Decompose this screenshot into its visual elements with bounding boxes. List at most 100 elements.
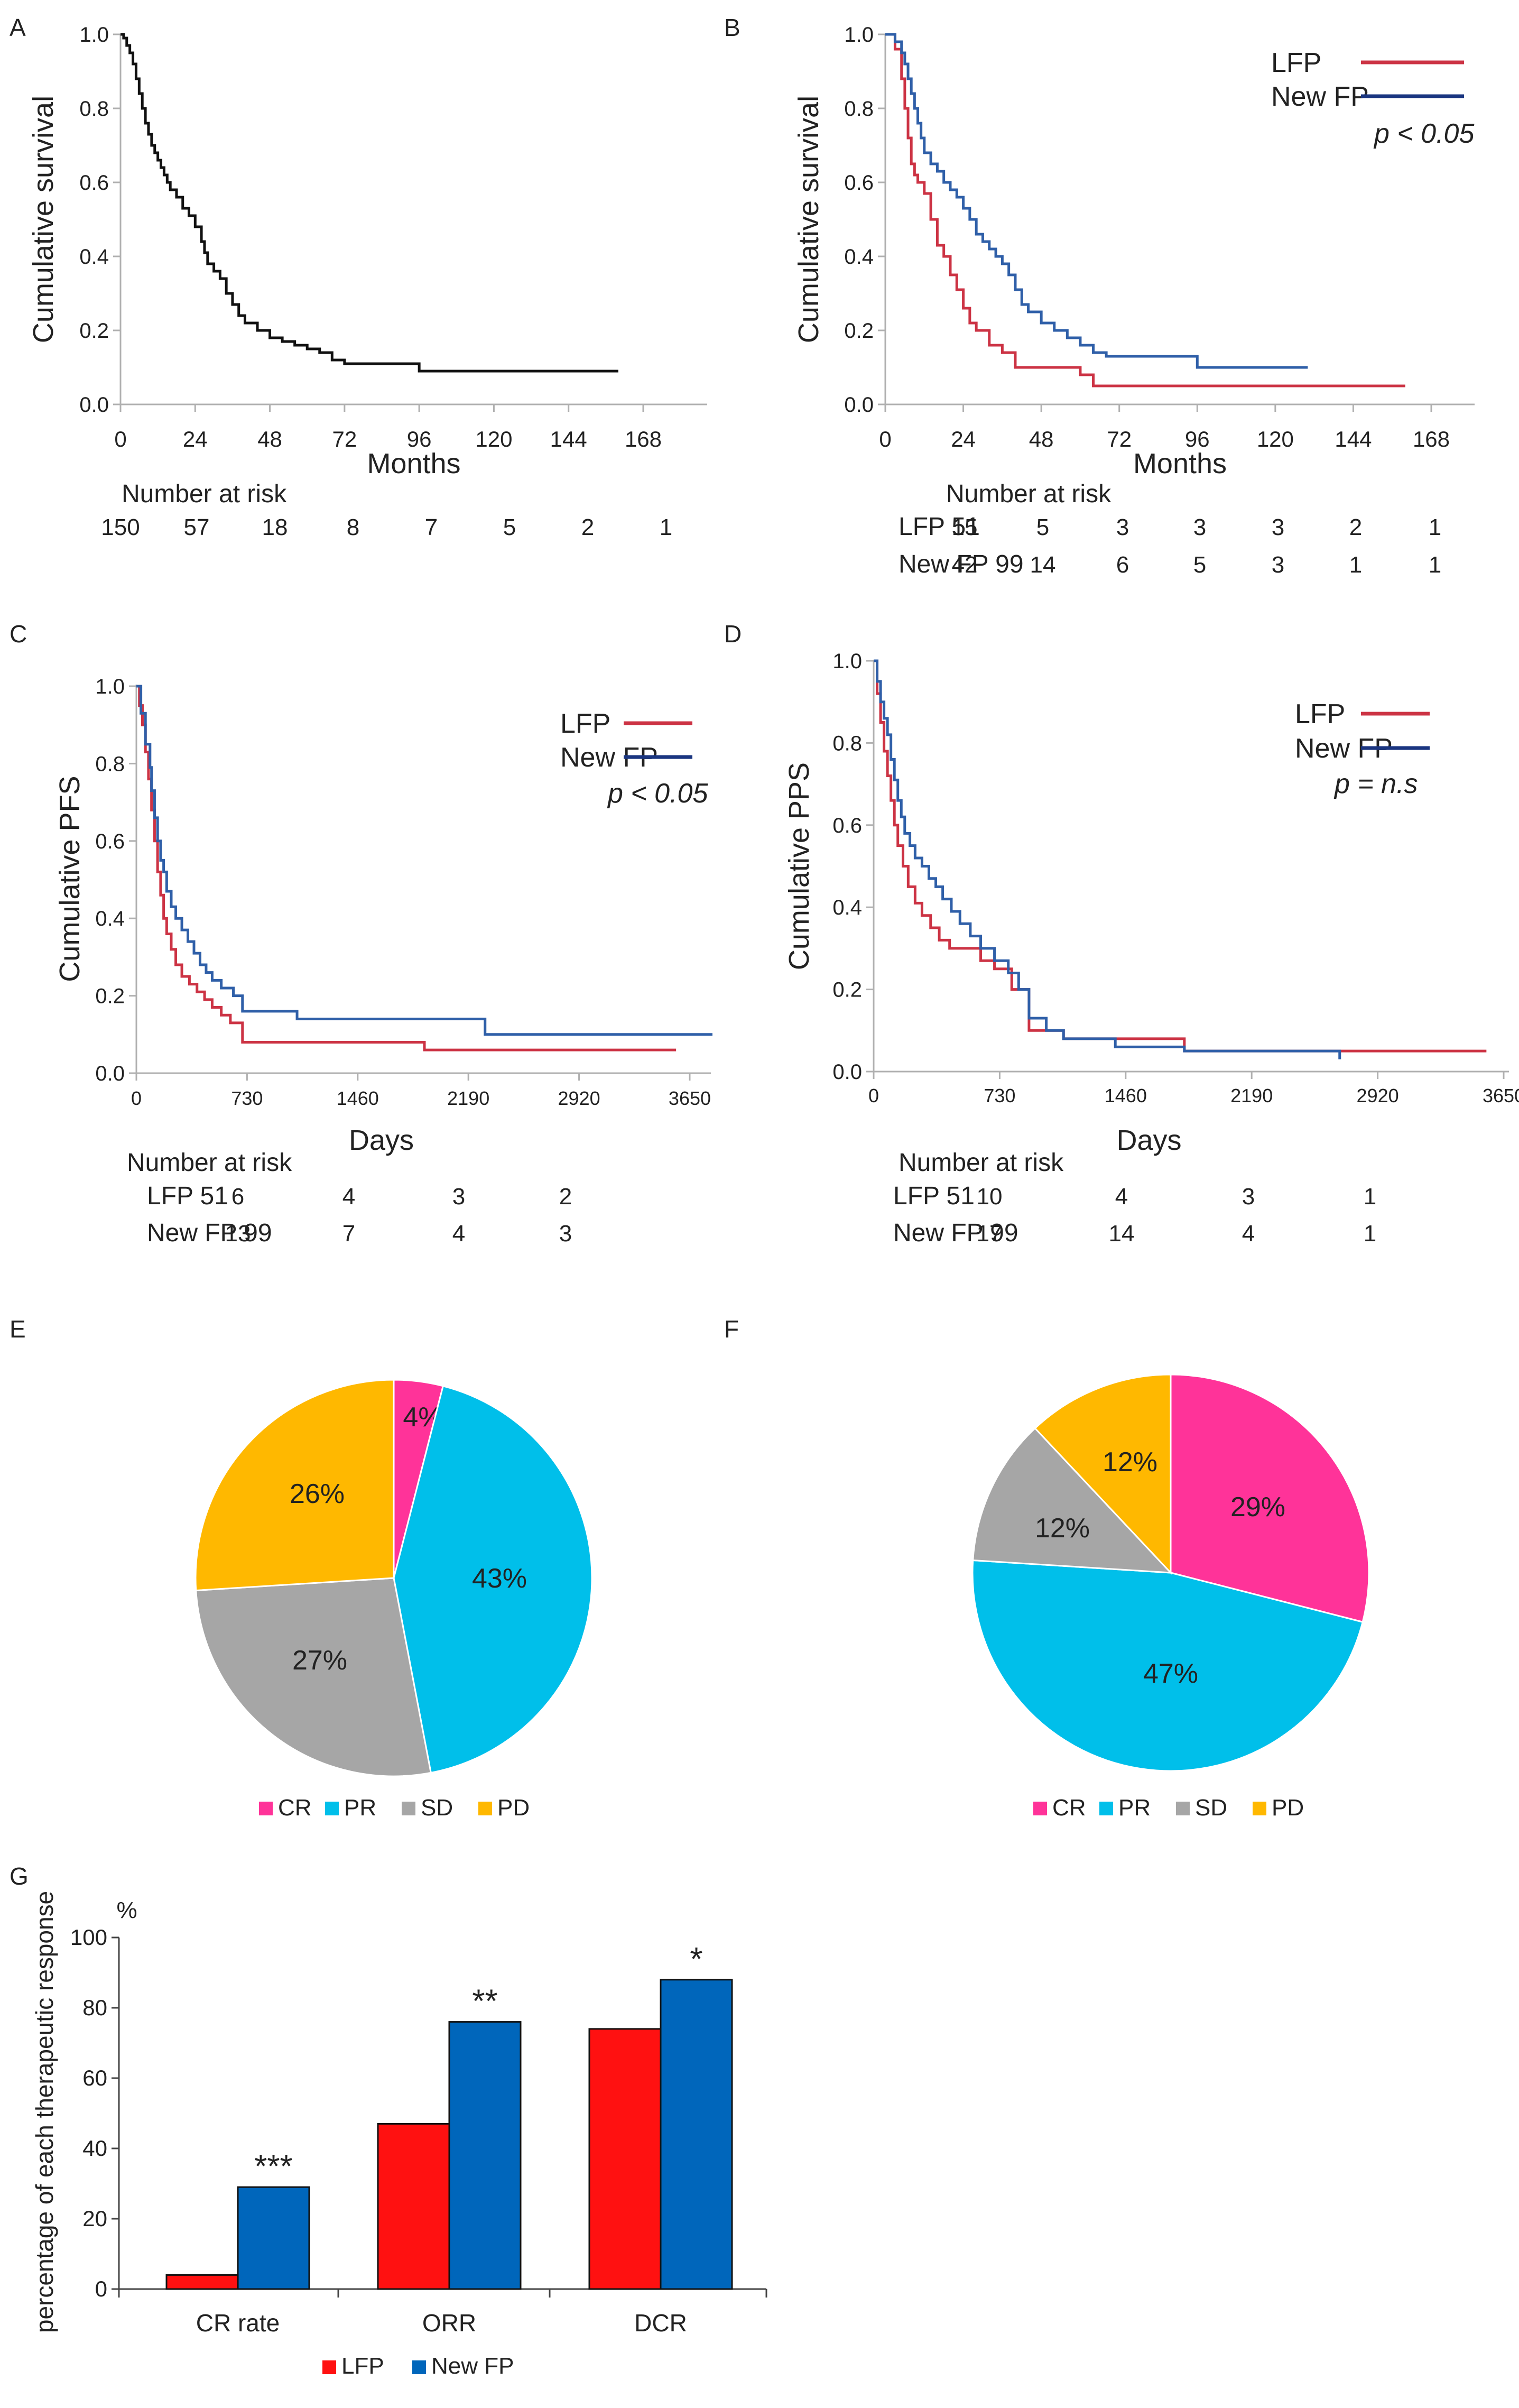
panel-b-risk-value: 3 xyxy=(1272,514,1284,540)
panel-f-legend-label-pd: PD xyxy=(1272,1795,1304,1821)
panel-d-risk-value: 1 xyxy=(1364,1221,1376,1247)
panel-c-curve-lfp xyxy=(136,685,677,1051)
panel-a-x-axis-label: Months xyxy=(367,448,460,479)
panel-c-x-tick-label: 730 xyxy=(231,1087,263,1109)
panel-g-y-axis-label: percentage of each therapeutic response xyxy=(31,1891,58,2333)
panel-a-risk-value: 57 xyxy=(184,514,210,540)
panel-e-slice-label-sd: 27% xyxy=(292,1645,347,1676)
panel-b-risk-value: 1 xyxy=(1429,514,1441,540)
panel-b-risk-row-label: New FP 99 xyxy=(899,550,1024,578)
panel-e-legend-swatch-sd xyxy=(402,1802,415,1815)
panel-d-risk-value: 14 xyxy=(1109,1221,1135,1247)
panel-d-risk-value: 3 xyxy=(1242,1184,1255,1210)
panel-a-risk-value: 1 xyxy=(660,514,672,540)
panel-b-x-tick-label: 96 xyxy=(1185,427,1210,451)
panel-c-legend-lfp-label: LFP xyxy=(560,708,610,739)
panel-g-category-label: CR rate xyxy=(196,2309,280,2337)
panel-c-risk-value: 4 xyxy=(342,1184,355,1210)
panel-g-y-unit: % xyxy=(116,1897,137,1923)
panel-g-bar-new-fp-orr xyxy=(448,2021,522,2290)
panel-d-risk-row-label: LFP 51 xyxy=(893,1182,975,1210)
panel-c-y-tick-label: 0.6 xyxy=(95,830,125,853)
panel-b-x-tick-label: 144 xyxy=(1335,427,1372,451)
panel-e-legend-swatch-cr xyxy=(259,1802,273,1815)
panel-a-risk-value: 7 xyxy=(425,514,438,540)
panel-d-risk-value: 17 xyxy=(977,1221,1003,1247)
panel-c-x-tick-label: 0 xyxy=(131,1087,142,1109)
panel-g-category-label: ORR xyxy=(422,2309,476,2337)
panel-c-x-tick-label: 1460 xyxy=(337,1087,379,1109)
panel-b-risk-value: 5 xyxy=(1036,514,1049,540)
panel-d-curve-lfp xyxy=(874,659,1487,1053)
panel-f-legend-swatch-sd xyxy=(1176,1802,1190,1815)
panel-a-y-tick-label: 0.4 xyxy=(79,245,109,269)
panel-b-risk-value: 3 xyxy=(1272,552,1284,578)
panel-b-risk-value: 3 xyxy=(1193,514,1206,540)
panel-f-slice-label-sd: 12% xyxy=(1035,1513,1090,1544)
panel-b-risk-value: 1 xyxy=(1429,552,1441,578)
panel-g-bar-lfp-cr-rate xyxy=(165,2274,239,2290)
panel-g-significance: *** xyxy=(254,2148,292,2185)
panel-b-legend-newfp-label: New FP xyxy=(1271,81,1369,112)
panel-c-x-tick-label: 2920 xyxy=(558,1087,600,1109)
panel-b-x-tick-label: 24 xyxy=(951,427,976,451)
panel-c-risk-value: 4 xyxy=(452,1221,465,1247)
panel-b-risk-header: Number at risk xyxy=(946,480,1112,508)
panel-b-x-axis-label: Months xyxy=(1133,448,1227,479)
panel-c-x-tick-label: 2190 xyxy=(447,1087,489,1109)
panel-c-curve-new-fp xyxy=(136,685,712,1036)
panel-d-risk-value: 4 xyxy=(1115,1184,1128,1210)
panel-c-y-tick-label: 1.0 xyxy=(95,675,125,698)
panel-f-letter: F xyxy=(724,1315,739,1343)
panel-f-legend-swatch-cr xyxy=(1033,1802,1047,1815)
panel-b-y-tick-label: 0.0 xyxy=(844,393,874,417)
panel-d-risk-value: 4 xyxy=(1242,1221,1255,1247)
panel-b-risk-value: 42 xyxy=(952,552,978,578)
panel-b-risk-value: 1 xyxy=(1349,552,1362,578)
panel-a-x-tick-label: 168 xyxy=(625,427,662,451)
panel-b-legend-lfp-label: LFP xyxy=(1271,48,1321,78)
panel-f-legend-label-cr: CR xyxy=(1052,1795,1086,1821)
panel-d-y-tick-label: 0.6 xyxy=(832,814,862,837)
panel-g-bar-new-fp-cr-rate xyxy=(237,2186,310,2290)
panel-g-y-tick-label: 80 xyxy=(82,1995,107,2020)
panel-a-risk-value: 8 xyxy=(347,514,359,540)
panel-a-x-tick-label: 144 xyxy=(550,427,587,451)
panel-g-legend-label-lfp: LFP xyxy=(341,2353,384,2379)
panel-a-y-tick-label: 0.6 xyxy=(79,171,109,195)
panel-g-legend-label-new-fp: New FP xyxy=(431,2353,514,2379)
panel-e-legend-label-cr: CR xyxy=(278,1795,312,1821)
panel-b-curve-lfp xyxy=(885,33,1405,388)
panel-a-x-tick-label: 120 xyxy=(475,427,512,451)
panel-c-y-tick-label: 0.2 xyxy=(95,985,125,1008)
panel-g-bar-new-fp-dcr xyxy=(660,1979,733,2290)
panel-f-slice-pd xyxy=(1034,1373,1172,1575)
panel-c-y-axis-label: Cumulative PFS xyxy=(54,776,86,982)
panel-c-x-axis-label: Days xyxy=(349,1124,414,1156)
panel-b-x-tick-label: 120 xyxy=(1257,427,1294,451)
panel-e-slice-label-pr: 43% xyxy=(472,1563,527,1594)
panel-g-legend-swatch-new-fp xyxy=(412,2360,426,2374)
panel-a-risk-header: Number at risk xyxy=(122,480,287,508)
panel-d-risk-row-label: New FP 99 xyxy=(893,1219,1018,1247)
panel-g-significance: * xyxy=(690,1941,702,1978)
panel-a-y-axis-label: Cumulative survival xyxy=(27,96,59,343)
panel-c-y-tick-label: 0.8 xyxy=(95,752,125,776)
panel-f-legend-swatch-pd xyxy=(1253,1802,1266,1815)
panel-e-legend-swatch-pr xyxy=(325,1802,339,1815)
panel-d-y-tick-label: 1.0 xyxy=(832,650,862,673)
panel-f-slice-label-pd: 12% xyxy=(1103,1447,1157,1478)
panel-c-letter: C xyxy=(10,620,27,648)
panel-g-y-tick-label: 0 xyxy=(95,2276,107,2301)
panel-a-x-tick-label: 24 xyxy=(183,427,208,451)
panel-a-y-tick-label: 0.0 xyxy=(79,393,109,417)
panel-c-y-tick-label: 0.4 xyxy=(95,907,125,930)
panel-b-x-tick-label: 48 xyxy=(1029,427,1054,451)
panel-g-bar-lfp-orr xyxy=(377,2123,450,2290)
panel-e-letter: E xyxy=(10,1315,26,1343)
panel-a-x-tick-label: 0 xyxy=(114,427,126,451)
panel-d-curve-new-fp xyxy=(874,659,1341,1059)
panel-d-y-tick-label: 0.8 xyxy=(832,732,862,755)
panel-c-y-tick-label: 0.0 xyxy=(95,1062,125,1085)
panel-g-category-label: DCR xyxy=(634,2309,687,2337)
